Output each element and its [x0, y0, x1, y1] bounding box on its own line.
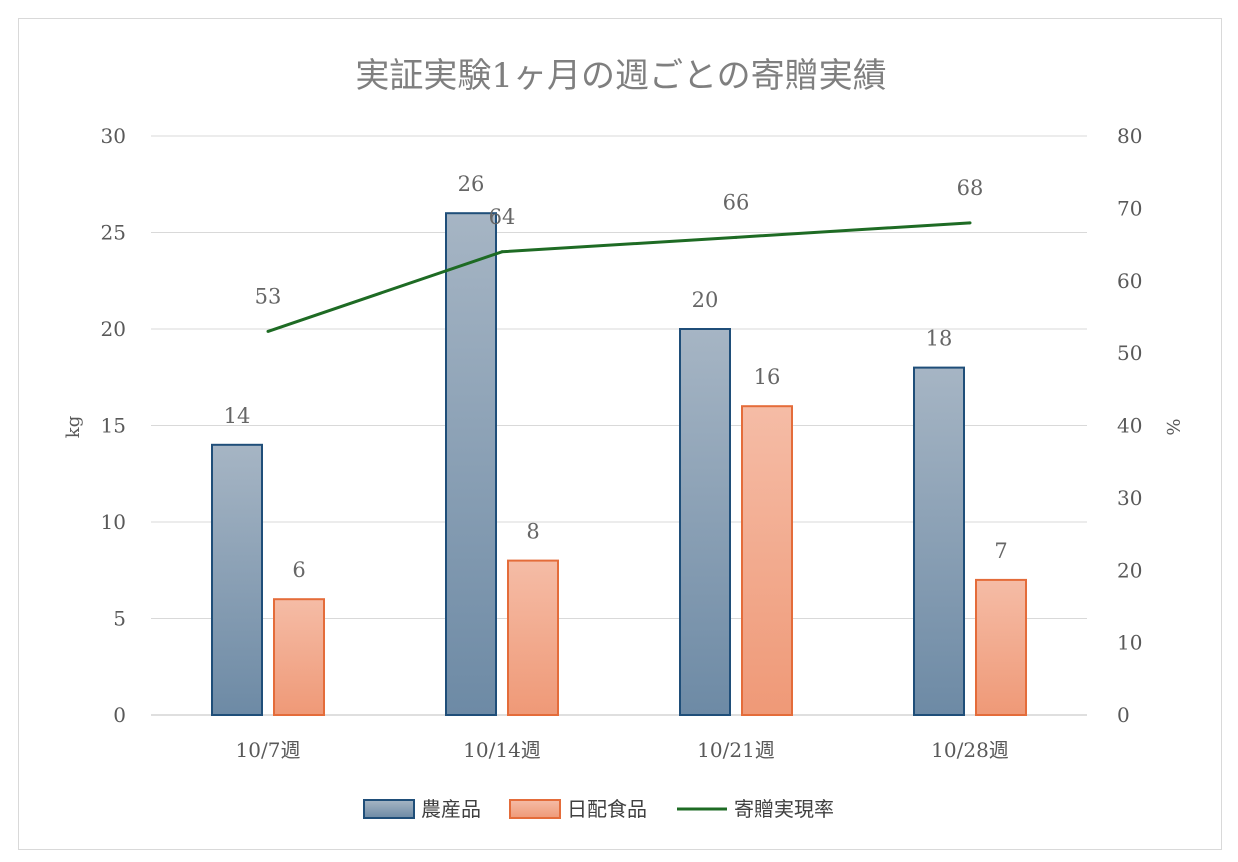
- right-axis-label: %: [1162, 418, 1183, 435]
- line-data-label: 64: [489, 205, 516, 229]
- line-data-label: 53: [255, 284, 282, 308]
- legend-label: 日配食品: [567, 797, 647, 821]
- line-series: [266, 221, 972, 333]
- bar: [741, 405, 793, 716]
- left-tick-label: 15: [101, 414, 126, 438]
- bar-data-label: 26: [458, 172, 485, 196]
- category-label: 10/7週: [236, 738, 301, 762]
- bar-data-label: 18: [926, 327, 953, 351]
- bar-data-label: 8: [526, 520, 539, 544]
- category-label: 10/14週: [463, 738, 541, 762]
- right-tick-label: 60: [1117, 269, 1142, 293]
- bar-data-label: 7: [994, 539, 1007, 563]
- bar-data-label: 14: [224, 404, 251, 428]
- left-tick-label: 0: [113, 703, 126, 727]
- bar: [273, 598, 325, 717]
- bar-data-label: 16: [754, 365, 781, 389]
- left-tick-label: 30: [101, 124, 126, 148]
- axis-ticks: 0 5 10 15 20 25 30 0 10 20 30 40 50 60 70 80 10/7週 10/14週…: [101, 124, 1143, 762]
- legend-label: 寄贈実現率: [734, 797, 834, 821]
- line-point: [734, 235, 738, 239]
- chart-title: 実証実験1ヶ月の週ごとの寄贈実績: [355, 56, 886, 96]
- category-label: 10/28週: [931, 738, 1009, 762]
- left-tick-label: 20: [101, 317, 126, 341]
- category-label: 10/21週: [697, 738, 775, 762]
- line-point: [968, 221, 972, 225]
- line-point: [500, 250, 504, 254]
- bar: [445, 212, 497, 716]
- bar-data-label: 20: [692, 288, 719, 312]
- bar: [913, 366, 965, 716]
- data-labels: 14 6 26 8 20 16 18 7 53 64 66 68: [224, 172, 1008, 582]
- right-tick-label: 50: [1117, 341, 1142, 365]
- left-tick-label: 25: [101, 221, 126, 245]
- left-axis-label: kg: [63, 416, 84, 438]
- line-data-label: 68: [957, 176, 984, 200]
- line-data-label: 66: [723, 190, 750, 214]
- bar: [679, 328, 731, 716]
- right-tick-label: 0: [1117, 703, 1130, 727]
- left-tick-label: 5: [113, 607, 126, 631]
- legend-label: 農産品: [421, 797, 481, 821]
- right-tick-label: 10: [1117, 631, 1142, 655]
- combo-chart: 実証実験1ヶ月の週ごとの寄贈実績 kg % 14 6 26 8 20 16 18 7 53 64 6…: [63, 56, 1183, 821]
- line-path: [267, 221, 971, 333]
- line-point: [266, 329, 270, 333]
- right-tick-label: 30: [1117, 486, 1142, 510]
- right-tick-label: 80: [1117, 124, 1142, 148]
- bar-series: [211, 212, 1027, 717]
- bar: [975, 578, 1027, 717]
- left-tick-label: 10: [101, 510, 126, 534]
- right-tick-label: 40: [1117, 414, 1142, 438]
- legend-swatch: [363, 799, 415, 819]
- legend: 農産品 日配食品 寄贈実現率: [363, 797, 834, 821]
- bar: [211, 443, 263, 716]
- bar: [507, 559, 559, 716]
- right-tick-label: 20: [1117, 558, 1142, 582]
- legend-swatch: [509, 799, 561, 819]
- right-tick-label: 70: [1117, 196, 1142, 220]
- chart-container: 実証実験1ヶ月の週ごとの寄贈実績 kg % 14 6 26 8 20 16 18 7 53 64 6…: [18, 18, 1222, 850]
- bar-data-label: 6: [292, 558, 305, 582]
